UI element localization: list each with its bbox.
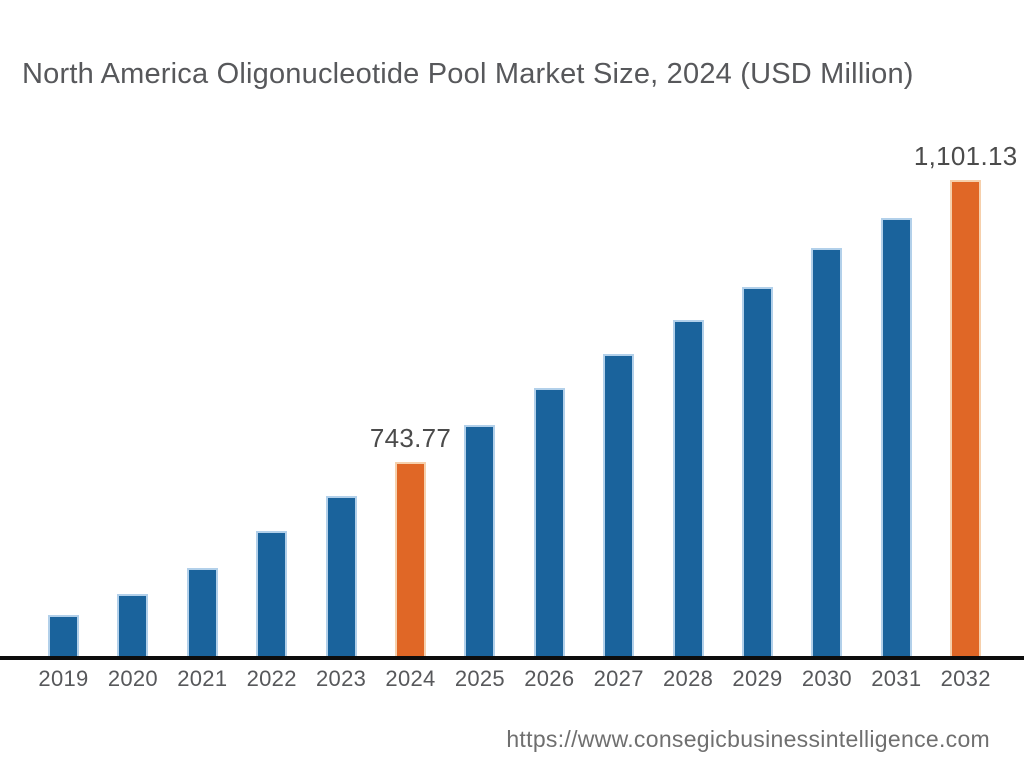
bar-2021: [186, 568, 218, 656]
bar-2027: [603, 354, 635, 656]
bar-2028: [672, 320, 704, 656]
x-tick-2022: 2022: [246, 666, 297, 691]
x-tick-2028: 2028: [663, 666, 714, 691]
bar-2019: [48, 615, 79, 656]
bar-2026: [533, 388, 565, 656]
x-tick-2026: 2026: [524, 666, 575, 691]
bar-2029: [742, 287, 773, 656]
x-tick-2027: 2027: [593, 666, 644, 691]
x-tick-2020: 2020: [107, 666, 158, 691]
x-tick-2021: 2021: [177, 666, 228, 691]
bar-2024: [395, 462, 426, 656]
data-label-2032: 1,101.13: [913, 141, 1018, 171]
bar-2022: [256, 531, 288, 656]
x-axis-line: [0, 656, 1024, 660]
x-tick-2031: 2031: [871, 666, 922, 691]
bar-2030: [811, 248, 843, 656]
chart-title: North America Oligonucleotide Pool Marke…: [22, 58, 914, 90]
x-tick-2024: 2024: [385, 666, 436, 691]
bar-2023: [325, 496, 357, 656]
bar-chart-plot: 743.77 1,101.13: [48, 141, 1018, 656]
x-tick-2029: 2029: [732, 666, 783, 691]
x-tick-2019: 2019: [38, 666, 89, 691]
x-axis-tick-row: 2019 2020 2021 2022 2023 2024 2025 2026 2027 2028…: [0, 666, 1024, 700]
bar-2025: [464, 425, 496, 656]
data-label-2024: 743.77: [369, 423, 452, 453]
x-tick-2023: 2023: [316, 666, 367, 691]
x-tick-2025: 2025: [454, 666, 505, 691]
bar-2032: [950, 180, 982, 656]
bar-2020: [117, 594, 149, 656]
x-tick-2032: 2032: [940, 666, 991, 691]
source-url: https://www.consegicbusinessintelligence…: [506, 726, 990, 752]
x-tick-2030: 2030: [801, 666, 852, 691]
bar-2031: [880, 218, 912, 656]
